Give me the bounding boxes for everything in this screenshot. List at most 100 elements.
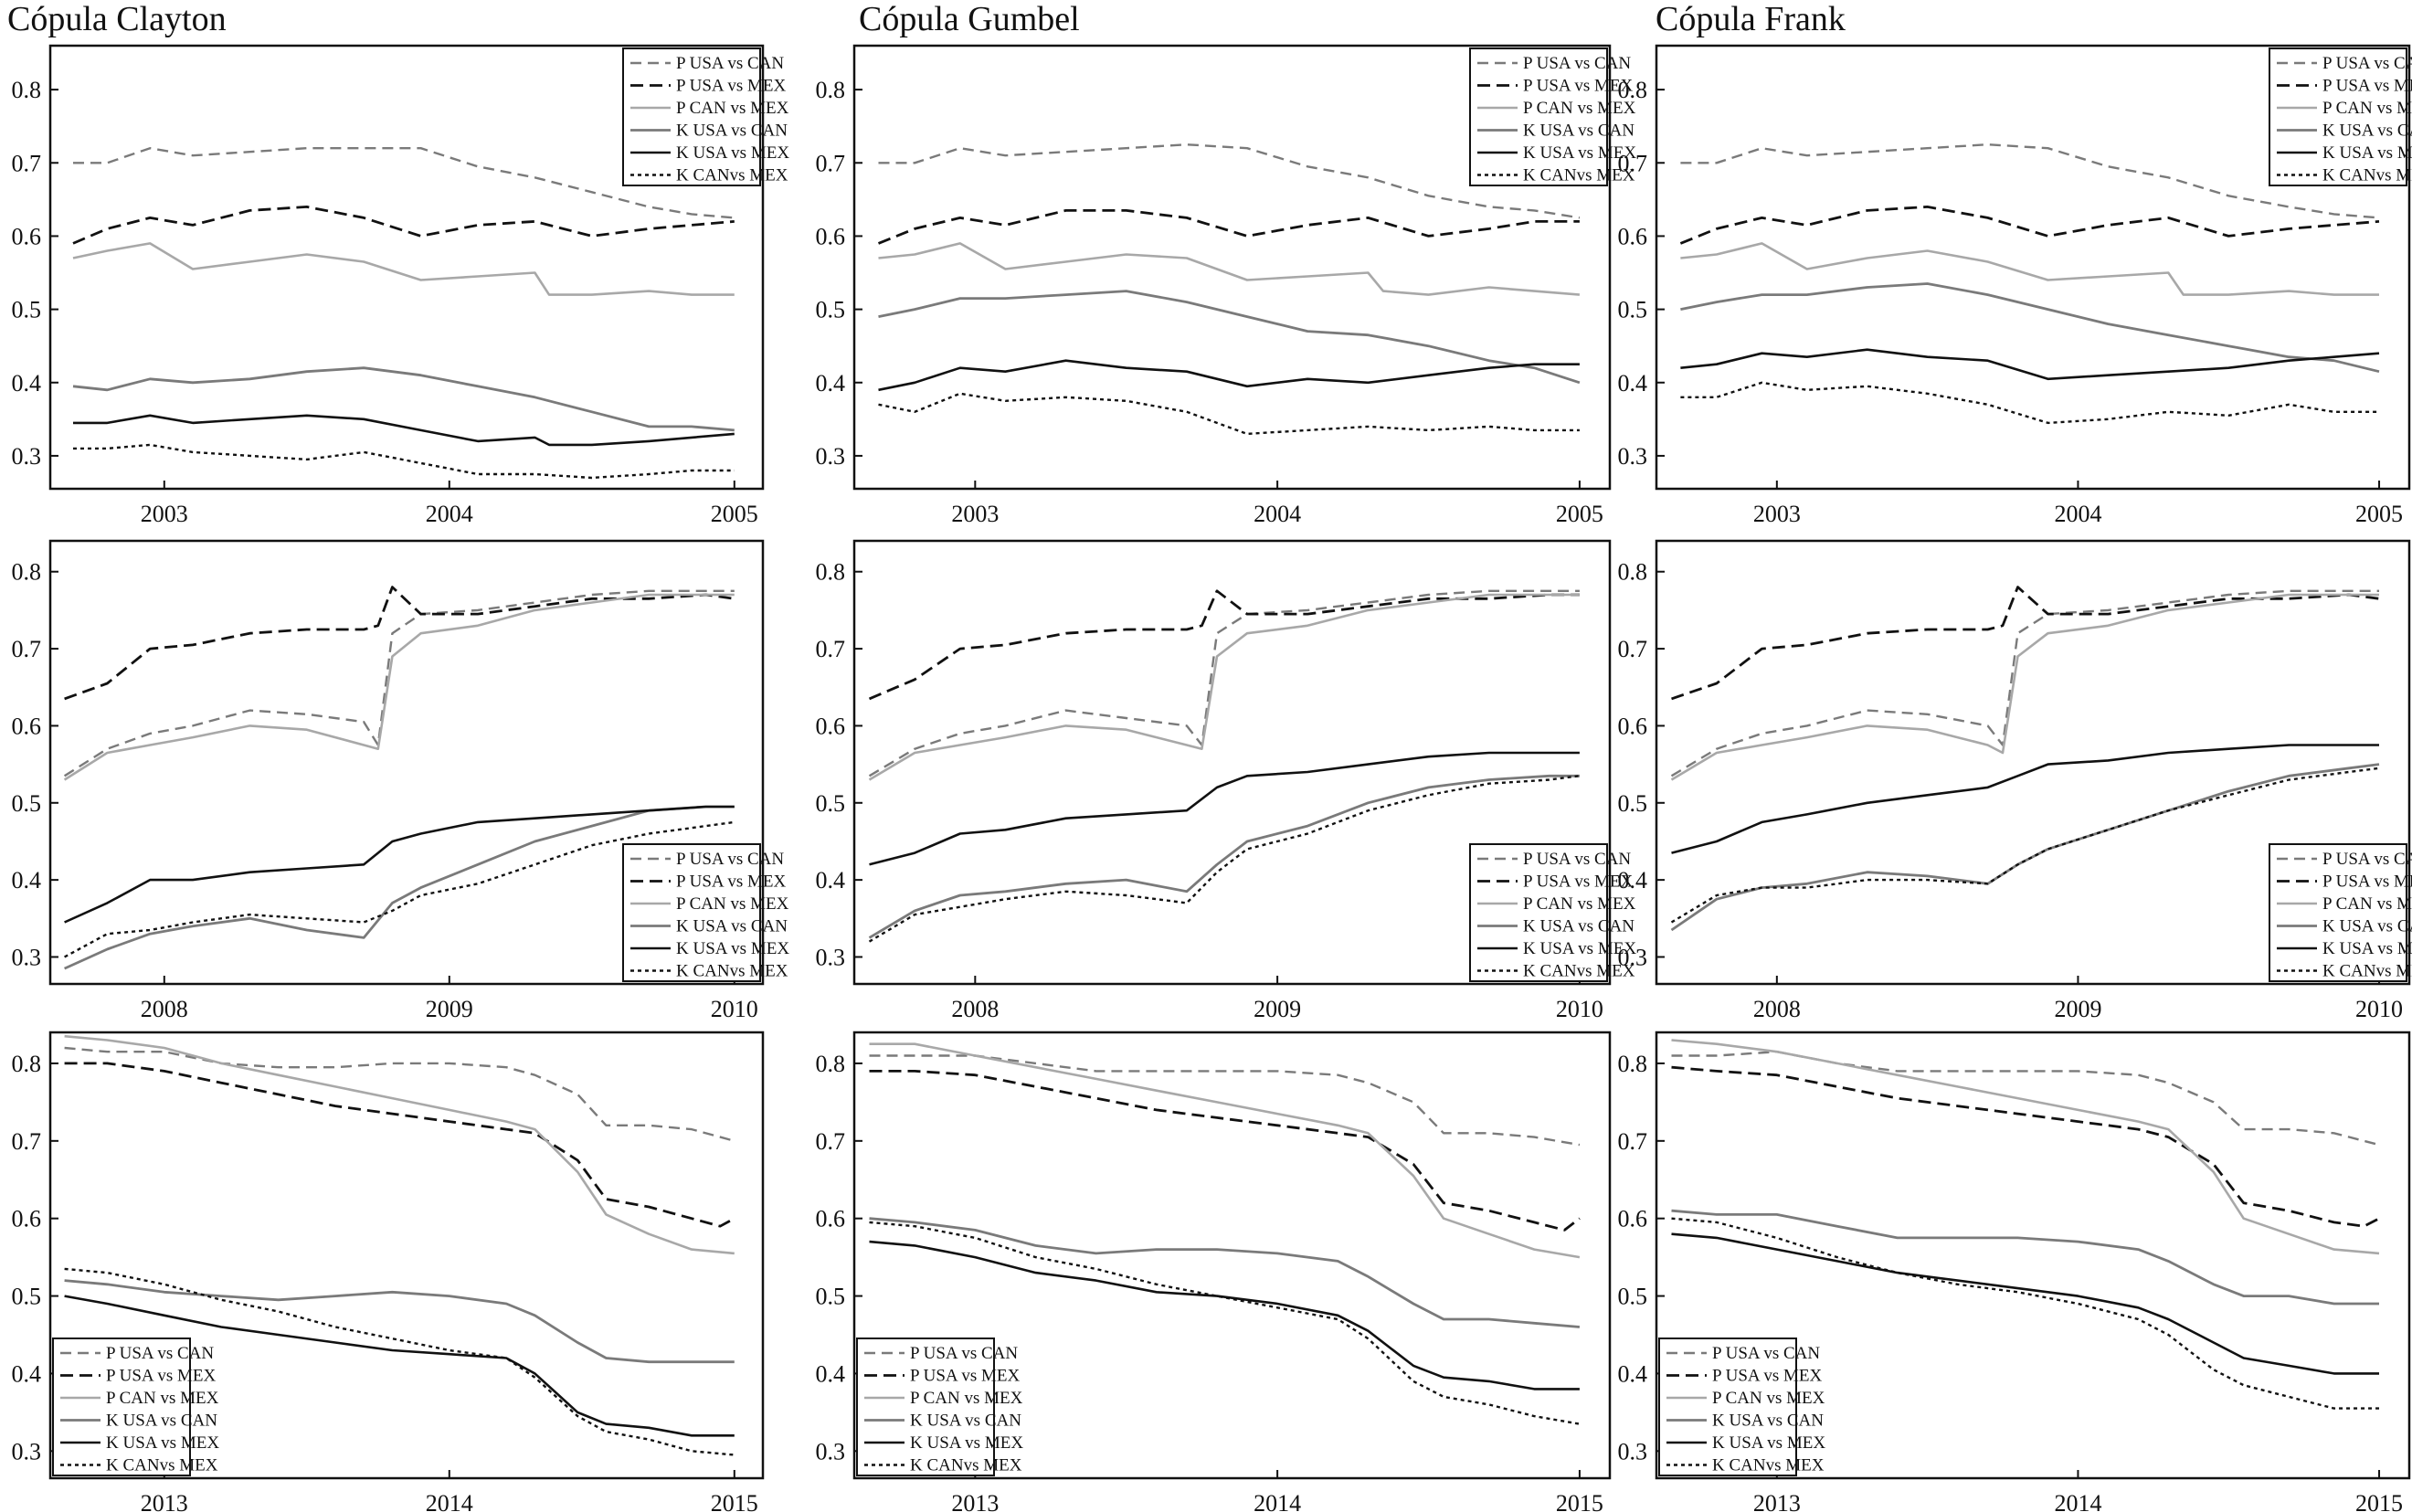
series-line [64,1062,735,1228]
series-line [868,593,1580,781]
series-line [64,805,735,970]
legend-label: P CAN vs MEX [1523,894,1636,914]
y-tick-label: 0.4 [1618,1360,1648,1387]
legend-label: K CANvs MEX [2322,962,2412,981]
y-tick-label: 0.7 [816,1128,846,1155]
legend-box [622,48,761,186]
series-line [72,205,735,245]
panel-1-0: 0.3 0.4 0.5 0.6 0.7 0.8 2008 2009 2010 P USA vs C… [12,539,789,1022]
series-line [1671,586,2380,701]
y-tick-label: 0.4 [12,867,42,893]
legend-label: P USA vs CAN [106,1344,214,1363]
series-line [878,290,1581,385]
legend-label: K CANvs MEX [1523,166,1635,185]
series-line [868,589,1580,777]
series-line [1671,1232,2379,1375]
y-tick-label: 0.3 [1618,443,1648,470]
plot-frame [48,539,765,986]
x-tick-label: 2009 [1254,996,1301,1022]
legend-label: K USA vs CAN [1712,1412,1824,1431]
legend-label: P CAN vs MEX [1523,99,1636,118]
panels-grid: 0.3 0.4 0.5 0.6 0.7 0.8 2003 2004 2005 P USA vs C… [12,44,2412,1512]
y-tick-label: 0.7 [816,636,846,662]
legend-label: K USA vs MEX [676,939,789,958]
legend-label: P USA vs CAN [1712,1344,1820,1363]
series-line [869,1217,1581,1328]
legend-label: P USA vs MEX [1523,872,1633,892]
legend-box [1658,1338,1797,1476]
y-tick-label: 0.5 [816,297,846,323]
legend-label: K USA vs CAN [2322,917,2412,936]
x-tick-label: 2004 [2054,501,2101,527]
x-tick-label: 2008 [141,996,188,1022]
x-tick-label: 2004 [1254,501,1301,527]
y-tick-label: 0.7 [12,636,42,662]
series-line [64,1279,735,1364]
y-tick-label: 0.3 [1618,944,1648,970]
y-tick-label: 0.7 [12,150,42,176]
legend-label: K CANvs MEX [1712,1456,1825,1475]
x-tick-label: 2013 [951,1490,999,1512]
panel-2-0: 0.3 0.4 0.5 0.6 0.7 0.8 2013 2014 2015 P USA vs C… [12,1031,765,1512]
legend-box [856,1338,995,1476]
x-tick-label: 2005 [1556,501,1603,527]
x-tick-label: 2014 [2054,1490,2101,1512]
y-tick-label: 0.6 [12,713,42,739]
legend-label: P CAN vs MEX [106,1389,219,1408]
x-tick-label: 2003 [951,501,999,527]
legend-label: P CAN vs MEX [676,894,789,914]
y-tick-label: 0.3 [816,944,846,970]
series-line [1680,381,2379,425]
x-tick-label: 2010 [2355,996,2403,1022]
y-tick-label: 0.5 [12,1284,42,1310]
series-line [868,774,1580,939]
legend-label: K USA vs CAN [910,1412,1021,1431]
legend-label: P USA vs CAN [676,54,784,73]
y-tick-label: 0.7 [12,1128,42,1155]
series-line [878,143,1581,219]
legend-label: P USA vs CAN [1523,54,1631,73]
legend-label: P USA vs CAN [676,850,784,869]
series-line [64,820,735,958]
series-line [869,751,1580,866]
x-tick-label: 2008 [1753,996,1801,1022]
x-tick-label: 2003 [1753,501,1801,527]
x-tick-label: 2008 [951,996,999,1022]
y-tick-label: 0.5 [816,790,846,817]
series-line [64,586,735,701]
plot-frame [852,44,1612,491]
legend-label: K USA vs MEX [676,143,789,163]
series-group [72,146,735,480]
legend-label: K USA vs CAN [1523,917,1634,936]
y-tick-label: 0.6 [12,1206,42,1232]
panel-0-0: 0.3 0.4 0.5 0.6 0.7 0.8 2003 2004 2005 P USA vs C… [12,44,789,527]
y-tick-label: 0.6 [816,223,846,249]
legend-label: P CAN vs MEX [2322,99,2412,118]
y-tick-label: 0.3 [12,443,42,470]
x-tick-label: 2004 [426,501,473,527]
series-line [869,1070,1581,1232]
series-line [63,593,735,781]
y-tick-label: 0.6 [12,223,42,249]
series-line [1680,143,2380,219]
title-clayton: Cópula Clayton [7,0,227,38]
y-tick-label: 0.6 [1618,713,1648,739]
x-tick-label: 2010 [711,996,758,1022]
legend-label: K CANvs MEX [106,1456,218,1475]
series-line [877,208,1580,245]
legend-label: P CAN vs MEX [2322,894,2412,914]
x-tick-label: 2014 [426,1490,473,1512]
legend-label: K USA vs MEX [1523,939,1636,958]
series-group [868,589,1581,943]
y-tick-label: 0.4 [816,1360,846,1387]
legend-label: K USA vs CAN [676,122,788,141]
y-tick-label: 0.8 [816,77,846,103]
series-line [869,1054,1581,1147]
